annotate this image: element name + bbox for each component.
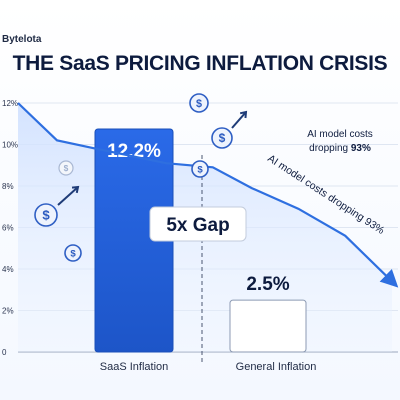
y-tick-label: 6% xyxy=(2,224,14,233)
gap-label: 5x Gap xyxy=(166,215,229,236)
y-tick-label: 4% xyxy=(2,265,14,274)
annotation-line1: AI model costs xyxy=(307,129,373,140)
y-tick-label: 10% xyxy=(2,141,18,150)
bar-value-label: 12.2% xyxy=(107,141,161,162)
up-arrow-icon-head xyxy=(71,185,80,194)
bar xyxy=(229,299,307,353)
dollar-coin-icon xyxy=(58,160,74,176)
y-tick-label: 8% xyxy=(2,182,14,191)
dollar-coin-icon-glyph: $ xyxy=(42,208,50,223)
gap-label-box xyxy=(149,206,247,242)
dollar-coin-icon-glyph: $ xyxy=(219,131,226,145)
y-tick-label: 2% xyxy=(2,307,14,316)
dollar-coin-icon-glyph: $ xyxy=(196,98,202,110)
y-tick-label: 0 xyxy=(2,348,7,357)
dollar-coin-icon-glyph: $ xyxy=(197,164,203,175)
brand-label: Bytelota xyxy=(2,34,42,45)
bar-value-label: 2.5% xyxy=(246,274,289,295)
dollar-coin-icon-glyph: $ xyxy=(64,163,69,173)
dollar-coin-icon xyxy=(191,160,209,178)
x-tick-label: General Inflation xyxy=(236,361,317,373)
x-tick-label: SaaS Inflation xyxy=(100,361,169,373)
up-arrow-icon-head xyxy=(239,110,248,119)
trend-line xyxy=(17,102,399,288)
annotation-line2: dropping 93% xyxy=(309,143,371,154)
chart-title: THE SaaS PRICING INFLATION CRISIS xyxy=(12,52,388,75)
annotation-prefix: dropping xyxy=(309,143,351,154)
dollar-coin-icon xyxy=(34,203,58,227)
dollar-coin-icon xyxy=(64,244,82,262)
dollar-coin-icon xyxy=(211,127,233,149)
up-arrow-icon xyxy=(57,186,79,206)
annotation-value: 93% xyxy=(351,143,371,154)
dollar-coin-icon xyxy=(189,93,209,113)
y-tick-label: 12% xyxy=(2,99,18,108)
dollar-coin-icon-glyph: $ xyxy=(70,248,76,259)
up-arrow-icon xyxy=(231,111,247,129)
